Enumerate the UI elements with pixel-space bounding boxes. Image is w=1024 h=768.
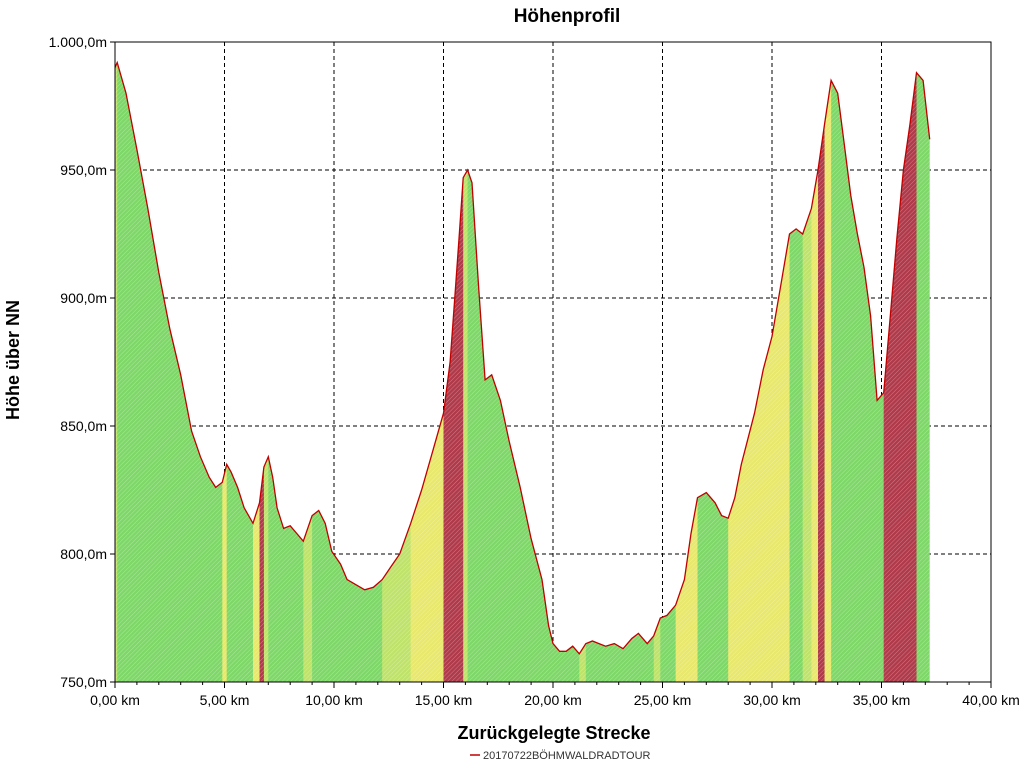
elevation-segment <box>592 62 600 682</box>
y-tick-label: 850,0m <box>60 418 107 434</box>
x-tick-label: 5,00 km <box>200 692 250 708</box>
elevation-segment <box>660 62 668 682</box>
x-axis: 0,00 km 5,00 km 10,00 km 15,00 km 20,00 km 25… <box>90 682 1020 708</box>
y-tick-label: 950,0m <box>60 162 107 178</box>
x-tick-label: 15,00 km <box>415 692 473 708</box>
elevation-segment <box>572 62 580 682</box>
elevation-segment <box>647 62 655 682</box>
elevation-segment <box>653 62 661 682</box>
elevation-segment <box>364 62 374 682</box>
elevation-segment <box>638 62 648 682</box>
y-axis: 750,0m 800,0m 850,0m 900,0m 950,0m 1.000,0m <box>49 34 115 690</box>
y-tick-label: 900,0m <box>60 290 107 306</box>
elevation-segment <box>623 62 633 682</box>
legend-entry: 20170722BÖHMWALDRADTOUR <box>483 750 651 762</box>
elevation-segment <box>631 62 639 682</box>
y-tick-label: 800,0m <box>60 546 107 562</box>
elevation-segment <box>579 62 587 682</box>
x-tick-label: 0,00 km <box>90 692 140 708</box>
elevation-segment <box>585 62 593 682</box>
chart-title: Höhenprofil <box>514 6 621 27</box>
elevation-segment <box>553 62 560 682</box>
x-tick-label: 10,00 km <box>305 692 363 708</box>
x-tick-label: 30,00 km <box>743 692 801 708</box>
elevation-segment <box>559 62 567 682</box>
x-tick-label: 35,00 km <box>853 692 911 708</box>
x-tick-label: 25,00 km <box>634 692 692 708</box>
x-tick-label: 20,00 km <box>524 692 582 708</box>
elevation-segment <box>566 62 574 682</box>
y-tick-label: 1.000,0m <box>49 34 107 50</box>
series-line <box>114 60 931 655</box>
x-axis-title: Zurückgelegte Strecke <box>457 723 650 743</box>
elevation-segment <box>598 62 606 682</box>
elevation-segment <box>614 62 624 682</box>
elevation-segment <box>605 62 615 682</box>
legend: 20170722BÖHMWALDRADTOUR <box>470 750 651 762</box>
y-tick-label: 750,0m <box>60 674 107 690</box>
elevation-segment <box>548 62 554 682</box>
elevation-area <box>115 62 930 682</box>
y-axis-title: Höhe über NN <box>3 300 23 420</box>
elevation-segment <box>666 62 677 682</box>
x-tick-label: 40,00 km <box>962 692 1020 708</box>
